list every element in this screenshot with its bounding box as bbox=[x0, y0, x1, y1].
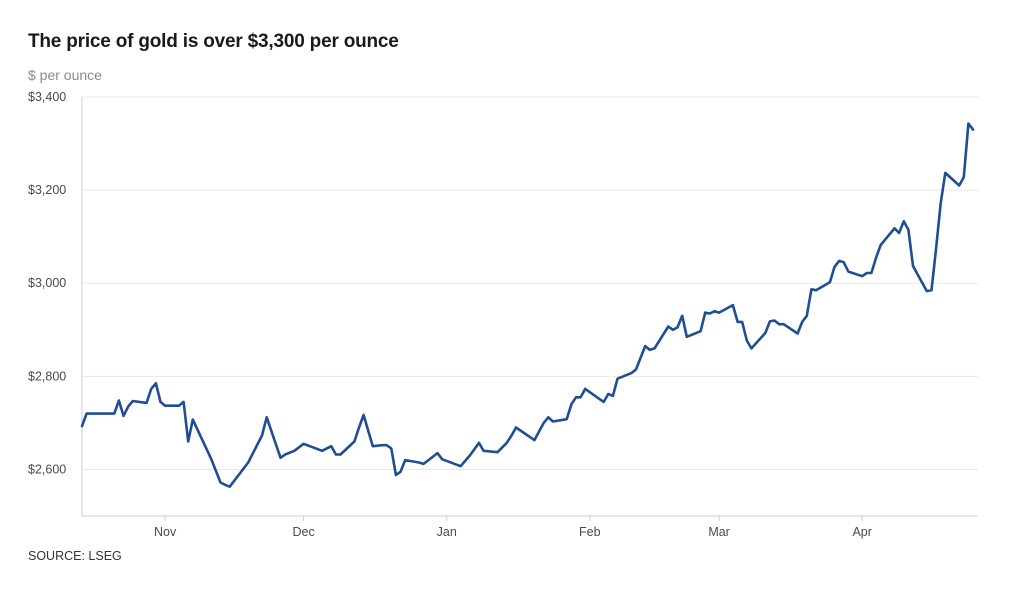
gridlines bbox=[82, 96, 978, 470]
unit-label: $ per ounce bbox=[28, 67, 102, 83]
source-note: SOURCE: LSEG bbox=[28, 549, 122, 563]
x-tick-label: Apr bbox=[852, 525, 871, 539]
x-tick-label: Feb bbox=[579, 525, 601, 539]
y-tick-label: $2,600 bbox=[28, 462, 66, 476]
y-tick-label: $3,000 bbox=[28, 276, 66, 290]
x-tick-label: Nov bbox=[154, 525, 177, 539]
y-tick-label: $2,800 bbox=[28, 369, 66, 383]
x-tick-label: Mar bbox=[708, 525, 730, 539]
y-tick-label: $3,200 bbox=[28, 183, 66, 197]
y-axis-ticks: $2,600 $2,800 $3,000 $3,200 $3,400 bbox=[28, 90, 66, 476]
x-tick-label: Jan bbox=[437, 525, 457, 539]
x-axis-ticks: Nov Dec Jan Feb Mar Apr bbox=[154, 516, 872, 539]
gold-price-line bbox=[80, 122, 975, 488]
y-tick-label: $3,400 bbox=[28, 90, 66, 104]
chart-title: The price of gold is over $3,300 per oun… bbox=[28, 31, 399, 52]
x-tick-label: Dec bbox=[292, 525, 314, 539]
